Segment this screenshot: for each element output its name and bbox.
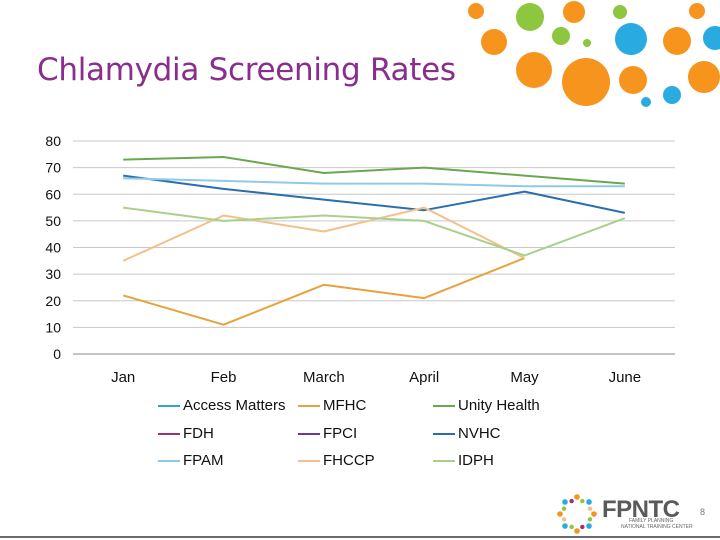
logo-dot [591,511,597,517]
logo-dot [562,499,568,505]
logo-dot [580,498,585,504]
y-tick-label: 70 [45,160,61,176]
series-line-unity-health [123,156,625,185]
dot [562,58,610,106]
logo-dot [569,498,574,504]
dot [615,23,647,55]
x-tick-label: April [409,369,439,386]
series-line-idph [123,206,626,257]
dot [552,27,570,45]
logo-subtitle-1: FAMILY PLANNING [629,518,674,524]
dot [468,3,484,19]
slide-title: Chlamydia Screening Rates [37,52,456,88]
dot [619,66,647,94]
x-tick-label: June [609,369,642,386]
logo-wreath-icon [557,494,597,534]
series-line-mfhc [122,257,525,326]
legend-label: MFHC [323,397,367,414]
legend-label: IDPH [458,452,494,469]
legend-swatch [298,404,320,407]
legend-label: FHCCP [323,452,375,469]
logo-dot [557,511,563,517]
logo-dot [569,524,574,530]
legend-item: FDH [158,425,214,442]
x-tick-label: Jan [111,369,135,386]
dot [516,3,544,31]
series-line-fpam [123,177,625,188]
legend-item: FPCI [298,425,357,442]
logo-dot [586,499,592,505]
logo-dot [580,524,585,530]
line-chart: 0 10 20 30 40 50 60 70 80 Jan Feb March April May June [45,133,675,386]
legend-swatch [158,459,180,462]
legend-label: NVHC [458,425,501,442]
dot [663,86,681,104]
legend-swatch [433,404,455,407]
decorative-dots [468,1,720,107]
legend-label: Unity Health [458,397,540,414]
dot [516,52,552,88]
logo-dot [586,523,592,529]
legend-item: FPAM [158,452,224,469]
legend-swatch [433,459,455,462]
logo-mark: FPNTC [602,496,680,523]
y-tick-label: 0 [53,346,61,362]
y-tick-label: 30 [45,266,61,282]
series-line-nvhc [123,174,626,214]
legend-item: IDPH [433,452,494,469]
logo-dot [574,528,580,534]
dot [663,27,691,55]
dot [563,1,585,23]
y-tick-label: 10 [45,319,61,335]
legend-swatch [433,432,455,435]
logo-dot [574,494,580,500]
dot [688,61,720,93]
legend-label: FDH [183,425,214,442]
legend-swatch [298,459,320,462]
logo-subtitle-2: NATIONAL TRAINING CENTER [621,524,693,530]
legend-item: MFHC [298,397,366,414]
fpntc-logo: FPNTC FAMILY PLANNING NATIONAL TRAINING … [557,494,697,534]
x-tick-label: March [303,369,345,386]
x-tick-label: Feb [211,369,237,386]
dot [613,5,627,19]
page-number: 8 [700,507,706,517]
dot [481,29,507,55]
logo-dot [561,517,567,522]
logo-dot [562,523,568,529]
series-line-fhccp [122,206,525,262]
legend-item: NVHC [433,425,501,442]
legend-item: Unity Health [433,397,540,414]
legend-swatch [298,432,320,435]
logo-dot [561,506,567,511]
legend-label: FPAM [183,452,224,469]
dot [583,39,591,47]
y-tick-label: 20 [45,293,61,309]
legend-item: FHCCP [298,452,375,469]
y-tick-label: 40 [45,240,61,256]
dot [689,3,705,19]
y-tick-label: 50 [45,213,61,229]
dot [641,97,651,107]
y-tick-label: 80 [45,133,61,149]
logo-dot [587,506,593,511]
logo-dot [587,517,593,522]
legend-swatch [158,432,180,435]
footer-rule [0,536,720,538]
legend-swatch [158,404,180,407]
legend-label: FPCI [323,425,358,442]
legend-label: Access Matters [183,397,286,414]
x-tick-label: May [510,369,539,386]
dot [703,26,720,50]
legend-item: Access Matters [158,397,286,414]
y-tick-label: 60 [45,186,61,202]
